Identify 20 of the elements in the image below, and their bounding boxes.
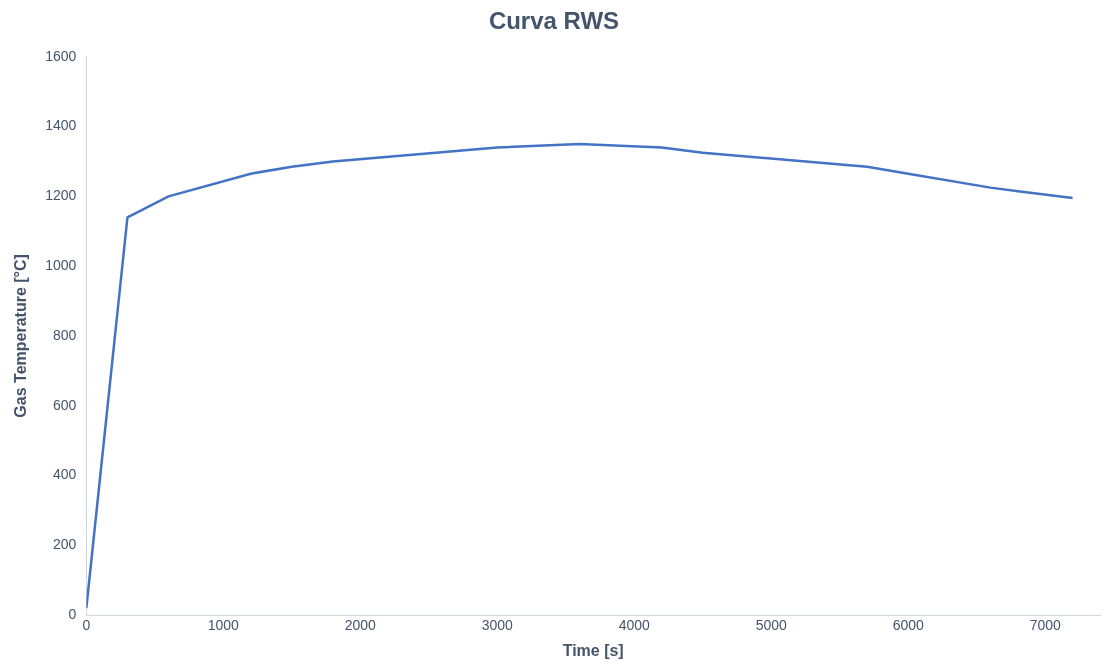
y-tick-label: 1000 xyxy=(45,256,77,273)
chart-title: Curva RWS xyxy=(488,7,620,35)
x-tick-label: 0 xyxy=(82,617,91,634)
x-axis-title: Time [s] xyxy=(562,641,624,659)
x-tick-label: 7000 xyxy=(1029,617,1061,634)
y-tick-label: 400 xyxy=(52,466,77,483)
y-tick-label: 600 xyxy=(52,396,77,413)
x-tick-label: 2000 xyxy=(344,617,377,634)
x-tick-label: 5000 xyxy=(755,617,788,634)
y-tick-label: 1200 xyxy=(45,187,77,204)
x-tick-label: 1000 xyxy=(207,617,240,634)
y-tick-label: 200 xyxy=(52,536,77,553)
y-tick-label: 1600 xyxy=(45,47,77,64)
x-tick-label: 3000 xyxy=(481,617,514,634)
y-axis-title: Gas Temperature [°C] xyxy=(12,254,30,418)
y-tick-label: 0 xyxy=(68,605,77,622)
y-tick-label: 800 xyxy=(52,326,77,343)
x-tick-label: 6000 xyxy=(892,617,925,634)
y-tick-label: 1400 xyxy=(45,117,77,134)
x-tick-label: 4000 xyxy=(618,617,651,634)
